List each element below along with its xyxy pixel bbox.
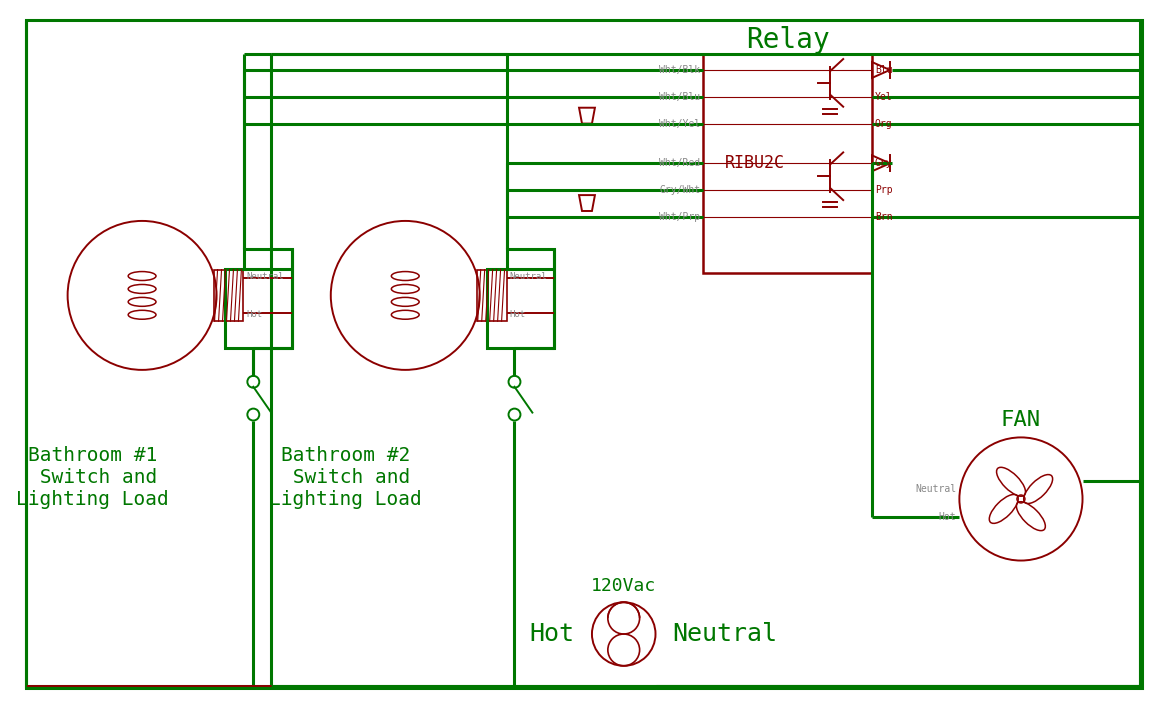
Text: Brn: Brn xyxy=(875,212,892,222)
Bar xyxy=(214,269,243,321)
Text: Prp: Prp xyxy=(875,185,892,195)
Text: FAN: FAN xyxy=(1001,410,1041,429)
Text: Blu: Blu xyxy=(875,65,892,75)
Text: Wht/Prp: Wht/Prp xyxy=(659,212,700,222)
Text: Hot: Hot xyxy=(530,622,575,646)
Text: RIBU2C: RIBU2C xyxy=(724,154,784,172)
Text: Neutral: Neutral xyxy=(672,622,778,646)
Text: Bathroom #2
 Switch and
Lighting Load: Bathroom #2 Switch and Lighting Load xyxy=(270,446,422,508)
Text: Wht/Red: Wht/Red xyxy=(659,159,700,168)
Text: Org: Org xyxy=(875,118,892,128)
Bar xyxy=(477,269,507,321)
Text: Hot: Hot xyxy=(938,512,957,522)
Text: Yel: Yel xyxy=(875,92,892,102)
Text: Hot: Hot xyxy=(246,309,263,319)
Text: Hot: Hot xyxy=(509,309,525,319)
Text: 120Vac: 120Vac xyxy=(591,577,656,595)
Text: Wht/Blk: Wht/Blk xyxy=(659,65,700,75)
Text: Relay: Relay xyxy=(746,26,830,54)
Text: Neutral: Neutral xyxy=(509,272,547,281)
Bar xyxy=(703,54,872,273)
Text: Wht/Yel: Wht/Yel xyxy=(659,118,700,128)
Text: Gry: Gry xyxy=(875,159,892,168)
Text: Wht/Blu: Wht/Blu xyxy=(659,92,700,102)
Text: Gry/Wht: Gry/Wht xyxy=(659,185,700,195)
Text: Neutral: Neutral xyxy=(246,272,283,281)
Text: Neutral: Neutral xyxy=(915,484,957,494)
Text: Bathroom #1
 Switch and
Lighting Load: Bathroom #1 Switch and Lighting Load xyxy=(16,446,169,508)
